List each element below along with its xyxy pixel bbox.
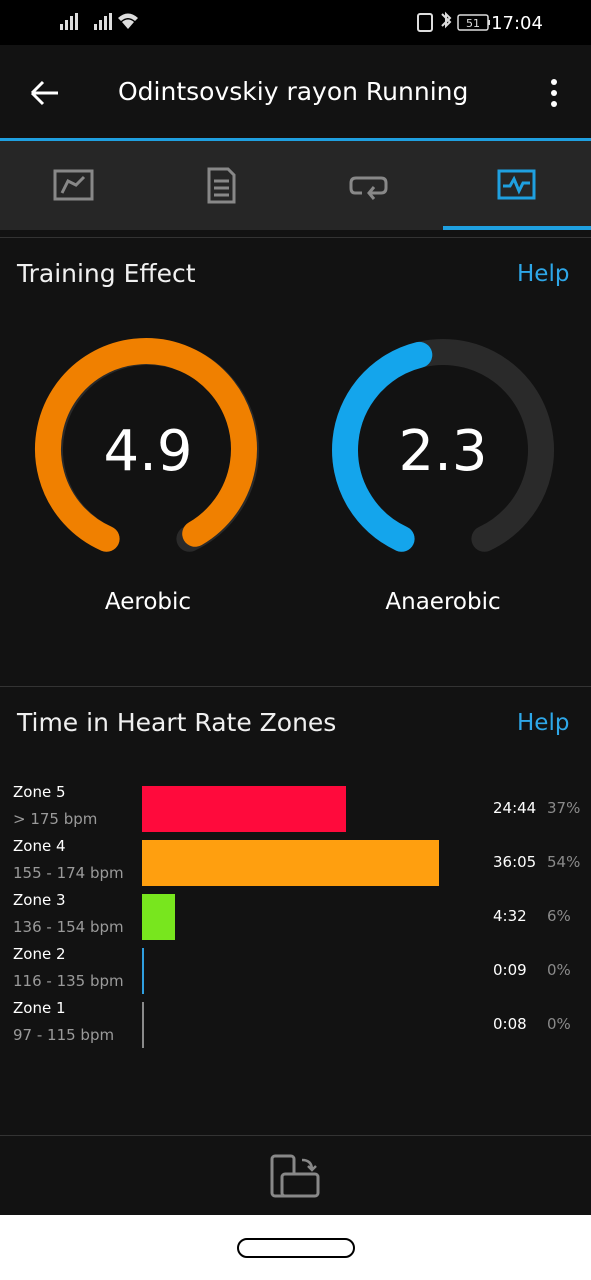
zone-name: Zone 5 <box>13 783 66 801</box>
share-device-button[interactable] <box>270 1154 322 1200</box>
tab-overview[interactable] <box>53 169 94 201</box>
zone-range: 136 - 154 bpm <box>13 918 124 936</box>
zone-percent: 6% <box>547 907 571 925</box>
gauge-label: Aerobic <box>105 589 191 615</box>
section-title: Training Effect <box>17 259 196 288</box>
zone-time: 24:44 <box>493 799 537 817</box>
status-bar: 51 17:04 <box>0 0 591 45</box>
zone-name: Zone 3 <box>13 891 66 909</box>
nav-bar <box>0 1215 591 1280</box>
gauges: 4.9 2.3 Aerobic Anaerobic <box>34 338 554 615</box>
zone-bar <box>142 786 346 832</box>
tab-laps[interactable] <box>349 176 388 200</box>
help-link[interactable]: Help <box>517 261 570 287</box>
app-bar: Odintsovskiy rayon Running <box>0 45 591 138</box>
tab-details[interactable] <box>207 167 236 204</box>
zone-percent: 54% <box>547 853 581 871</box>
clock: 17:04 <box>491 13 543 34</box>
zone-time: 36:05 <box>493 853 537 871</box>
anaerobic-arc <box>332 341 433 552</box>
gauge-label: Anaerobic <box>385 589 500 615</box>
help-link[interactable]: Help <box>517 710 570 736</box>
zone-time: 0:08 <box>493 1015 527 1033</box>
zone-percent: 37% <box>547 799 581 817</box>
zone-range: 97 - 115 bpm <box>13 1026 115 1044</box>
tab-bar <box>0 141 591 230</box>
bottom-bar <box>0 1135 591 1216</box>
home-indicator[interactable] <box>237 1238 355 1258</box>
gauge-value: 4.9 <box>103 419 192 484</box>
zone-chart: Zone 5 > 175 bpm 24:44 37% Zone 4 155 - 174 b… <box>0 775 591 1065</box>
tab-icons <box>53 167 591 230</box>
overflow-menu[interactable] <box>546 78 562 108</box>
zone-range: 155 - 174 bpm <box>13 864 124 882</box>
zone-percent: 0% <box>547 1015 571 1033</box>
zone-range: 116 - 135 bpm <box>13 972 124 990</box>
aerobic-arc <box>34 338 257 552</box>
zone-name: Zone 4 <box>13 837 66 855</box>
section-title: Time in Heart Rate Zones <box>17 708 337 737</box>
tab-charts[interactable] <box>497 169 536 200</box>
activity-title: Odintsovskiy rayon Running <box>118 77 469 106</box>
battery-level: 51 <box>466 17 480 30</box>
divider <box>0 686 591 687</box>
zone-percent: 0% <box>547 961 571 979</box>
zone-range: > 175 bpm <box>13 810 98 828</box>
zone-bar <box>142 894 175 940</box>
gauge-value: 2.3 <box>398 419 487 484</box>
zone-time: 4:32 <box>493 907 527 925</box>
divider <box>0 237 591 238</box>
accent-line <box>0 138 591 141</box>
zone-name: Zone 2 <box>13 945 66 963</box>
zone-time: 0:09 <box>493 961 527 979</box>
zone-bar <box>142 840 439 886</box>
zone-name: Zone 1 <box>13 999 66 1017</box>
zone-bar <box>142 1002 144 1048</box>
status-icons: 51 17:04 <box>60 11 543 34</box>
zone-bar <box>142 948 144 994</box>
back-button[interactable] <box>28 78 62 108</box>
